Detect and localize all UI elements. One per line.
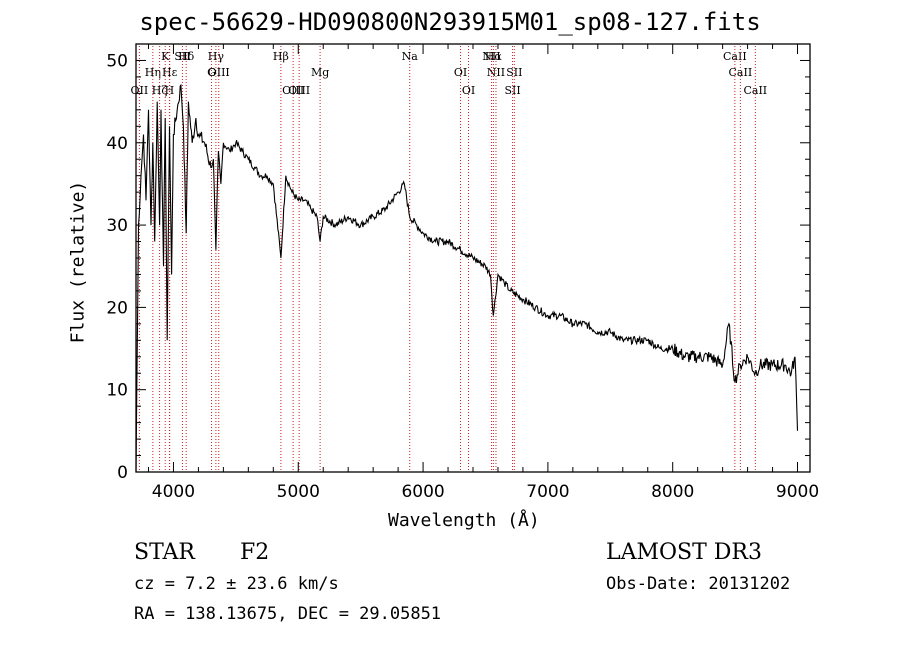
line-marker-label: OIII [208, 66, 230, 79]
coordinates: RA = 138.13675, DEC = 29.05851 [134, 604, 442, 624]
line-marker-label: H [165, 84, 175, 97]
y-tick-label: 10 [106, 381, 128, 401]
line-marker-label: SII [504, 84, 520, 97]
redshift-cz: cz = 7.2 ± 23.6 km/s [134, 574, 339, 594]
line-marker-label: Hζ [152, 84, 168, 97]
line-marker-label: Hε [162, 66, 178, 79]
spectral-subclass: F2 [240, 540, 270, 565]
spectrum-line [135, 83, 799, 473]
x-tick-label: 9000 [776, 482, 819, 502]
y-tick-label: 20 [106, 298, 128, 318]
line-marker-label: NII [487, 66, 505, 79]
line-marker-label: CaII [729, 66, 753, 79]
line-marker-label: OI [454, 66, 467, 79]
line-marker-label: Hγ [208, 50, 225, 63]
survey-name: LAMOST DR3 [606, 540, 762, 565]
line-marker-label: Hα [485, 50, 503, 63]
line-marker-label: Hβ [273, 50, 289, 63]
line-marker-label: Na [402, 50, 419, 63]
y-tick-label: 50 [106, 51, 128, 71]
x-tick-label: 7000 [526, 482, 569, 502]
line-marker-label: OII [131, 84, 149, 97]
line-marker-label: Hη [145, 66, 161, 79]
line-marker-label: NII [482, 50, 500, 63]
x-tick-label: 8000 [651, 482, 694, 502]
line-marker-label: OIII [288, 84, 310, 97]
y-tick-label: 0 [117, 463, 128, 483]
y-tick-label: 40 [106, 134, 128, 154]
line-marker-label: Mg [311, 66, 329, 79]
observation-date: Obs-Date: 20131202 [606, 574, 791, 594]
x-axis-label: Wavelength (Å) [388, 510, 540, 531]
x-tick-label: 6000 [401, 482, 444, 502]
y-tick-label: 30 [106, 216, 128, 236]
object-type: STAR [134, 540, 195, 565]
chart-title: spec-56629-HD090800N293915M01_sp08-127.f… [139, 8, 761, 36]
line-marker-label: CaII [743, 84, 767, 97]
line-marker-label: OIII [282, 84, 304, 97]
x-tick-label: 5000 [277, 482, 320, 502]
line-marker-label: G [207, 66, 216, 79]
line-marker-label: SII [506, 66, 522, 79]
line-marker-label: CaII [723, 50, 747, 63]
y-axis-label: Flux (relative) [67, 180, 89, 344]
x-tick-label: 4000 [152, 482, 195, 502]
line-marker-label: Hδ [178, 50, 195, 63]
line-marker-label: OI [462, 84, 475, 97]
line-marker-label: SII [174, 50, 190, 63]
line-marker-label: K [161, 50, 170, 63]
